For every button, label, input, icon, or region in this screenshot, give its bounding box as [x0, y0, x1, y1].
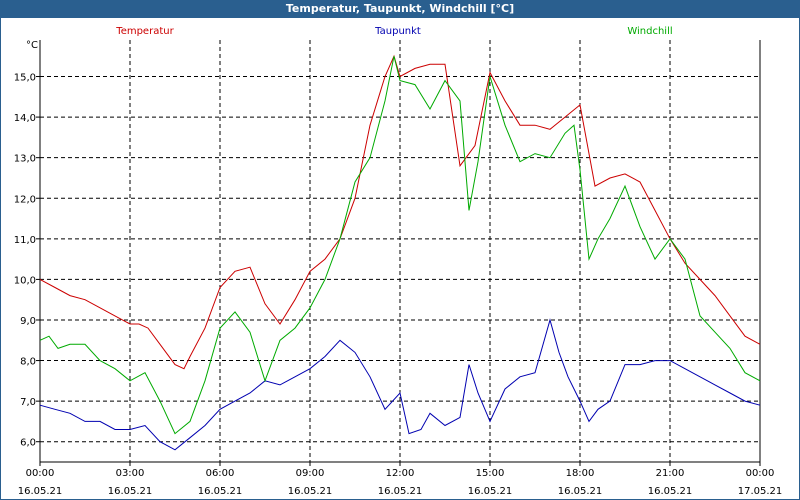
- y-tick-label: 6,0: [20, 438, 36, 449]
- y-tick-label: 12,0: [14, 194, 36, 205]
- series-line-windchill: [39, 56, 761, 435]
- series-line-taupunkt: [39, 318, 761, 451]
- x-tick-time: 00:00: [26, 468, 55, 479]
- legend-windchill: Windchill: [627, 26, 672, 37]
- x-tick-date: 16.05.21: [18, 486, 63, 497]
- x-tick-date: 17.05.21: [738, 486, 783, 497]
- x-tick-time: 00:00: [746, 468, 775, 479]
- x-tick-date: 16.05.21: [108, 486, 153, 497]
- axes: [36, 40, 761, 466]
- window-title: Temperatur, Taupunkt, Windchill [°C]: [0, 0, 800, 18]
- y-tick-label: 10,0: [14, 275, 36, 286]
- legend-temperatur: Temperatur: [115, 26, 174, 37]
- x-tick-time: 15:00: [476, 468, 505, 479]
- x-tick-time: 12:00: [386, 468, 415, 479]
- x-tick-date: 16.05.21: [468, 486, 513, 497]
- y-tick-label: 11,0: [14, 235, 36, 246]
- x-tick-time: 09:00: [296, 468, 325, 479]
- series-line-temperatur: [39, 54, 761, 370]
- x-tick-time: 21:00: [656, 468, 685, 479]
- x-tick-date: 16.05.21: [648, 486, 693, 497]
- y-tick-label: 14,0: [14, 113, 36, 124]
- series-group: [39, 54, 761, 451]
- legend: Temperatur Taupunkt Windchill: [115, 26, 672, 37]
- x-tick-time: 03:00: [116, 468, 145, 479]
- x-tick-date: 16.05.21: [378, 486, 423, 497]
- legend-taupunkt: Taupunkt: [374, 26, 421, 37]
- x-tick-time: 06:00: [206, 468, 235, 479]
- grid-lines: [40, 40, 760, 462]
- y-axis-label: °C: [26, 40, 38, 51]
- y-tick-label: 9,0: [20, 316, 36, 327]
- x-tick-date: 16.05.21: [288, 486, 333, 497]
- y-tick-label: 8,0: [20, 357, 36, 368]
- x-tick-date: 16.05.21: [558, 486, 603, 497]
- line-chart: 6,0 7,0 8,0 9,0 10,0 11,0 12,0 13,0 14,0 15,0 00:0…: [14, 26, 783, 497]
- x-tick-date: 16.05.21: [198, 486, 243, 497]
- y-tick-label: 7,0: [20, 397, 36, 408]
- x-tick-time: 18:00: [566, 468, 595, 479]
- tick-labels: 6,0 7,0 8,0 9,0 10,0 11,0 12,0 13,0 14,0 15,0 00:0…: [14, 40, 783, 497]
- y-tick-label: 15,0: [14, 73, 36, 84]
- y-tick-label: 13,0: [14, 154, 36, 165]
